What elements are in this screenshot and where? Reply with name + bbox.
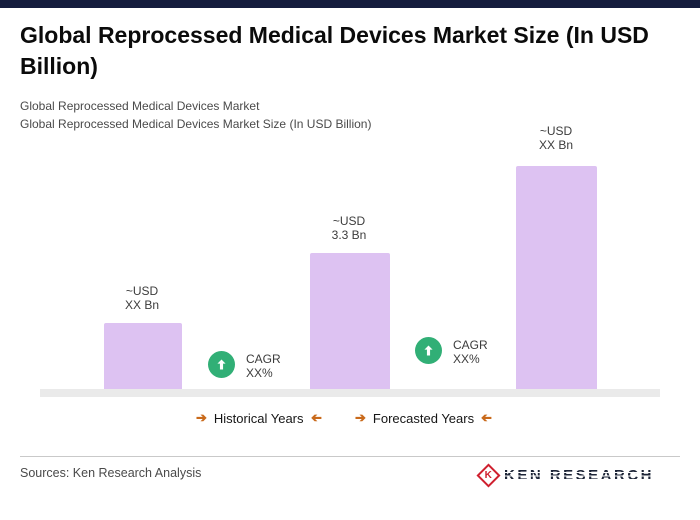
growth-arrow-icon [415, 337, 442, 364]
bar-value-label: ~USD 3.3 Bn [289, 214, 409, 242]
axis-range-forecasted: ➔ Forecasted Years ➔ [355, 410, 492, 426]
chart-bar-current [310, 253, 390, 389]
value-line: ~USD [125, 284, 159, 298]
value-line: XX Bn [538, 138, 574, 152]
logo-k-icon: K [476, 462, 501, 488]
arrow-right-icon: ➔ [355, 410, 366, 425]
cagr-label: CAGR [246, 352, 281, 366]
cagr-text: CAGR XX% [246, 351, 281, 380]
arrow-left-icon: ➔ [481, 410, 492, 425]
top-accent-bar [0, 0, 700, 8]
page-title: Global Reprocessed Medical Devices Marke… [20, 22, 649, 79]
chart-baseline [40, 389, 660, 397]
footer-divider [20, 456, 680, 457]
bar-value-label: ~USD XX Bn [82, 284, 202, 312]
arrow-right-icon: ➔ [196, 410, 207, 425]
cagr-value: XX% [246, 366, 273, 380]
subtitle-market-size: Global Reprocessed Medical Devices Marke… [20, 117, 372, 131]
logo-text-inner: KEN RESEARCH [503, 466, 654, 484]
axis-range-label: Historical Years [213, 410, 304, 426]
subtitle-market: Global Reprocessed Medical Devices Marke… [20, 99, 260, 113]
value-line: ~USD [539, 124, 573, 138]
logo-text: KEN RESEARCH [503, 465, 654, 485]
value-line: ~USD [332, 214, 366, 228]
growth-arrow-icon [208, 351, 235, 378]
value-line: XX Bn [124, 298, 160, 312]
sources-text: Sources: Ken Research Analysis [20, 466, 202, 480]
ken-research-logo: K KEN RESEARCH [476, 462, 654, 488]
bar-value-label: ~USD XX Bn [496, 124, 616, 152]
cagr-text: CAGR XX% [453, 337, 488, 366]
cagr-badge: CAGR XX% [208, 351, 281, 380]
arrow-left-icon: ➔ [310, 410, 322, 425]
chart-bar-forecast [516, 166, 597, 389]
axis-range-label: Forecasted Years [372, 410, 475, 426]
cagr-value: XX% [453, 352, 480, 366]
axis-range-historical: ➔ Historical Years ➔ [196, 410, 321, 426]
value-line: 3.3 Bn [331, 228, 367, 242]
cagr-badge: CAGR XX% [415, 337, 488, 366]
chart-bar-historical [104, 323, 182, 389]
cagr-label: CAGR [453, 338, 488, 352]
